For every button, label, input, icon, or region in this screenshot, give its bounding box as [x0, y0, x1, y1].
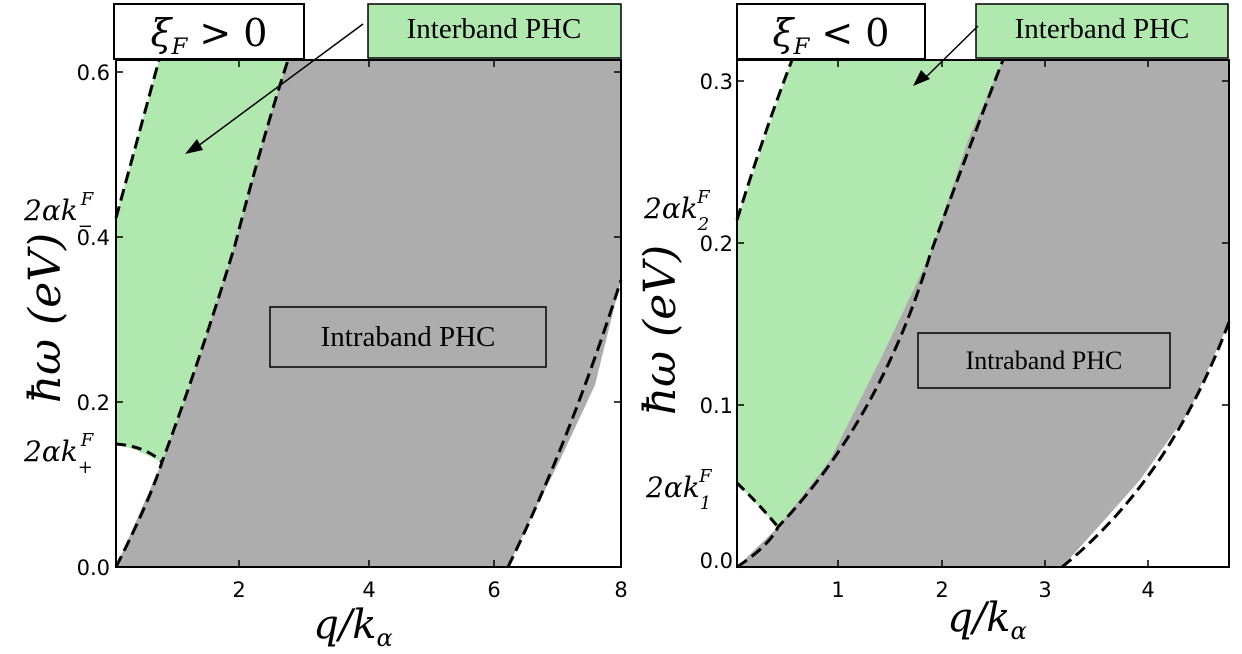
right-interband-region — [737, 60, 1003, 527]
left-boundary-interband-left — [114, 59, 161, 219]
right-arrow-line — [923, 25, 979, 80]
left-ytick-label: 0.4 — [77, 226, 110, 250]
left-xtick-label: 8 — [614, 578, 627, 602]
right-xtick-label: 2 — [935, 578, 948, 602]
left-panel-label-box — [113, 3, 305, 60]
right-panel: 1 2 3 4 0.0 0.1 0.2 0.3 2αk2F 2αk1F ħω (… — [635, 3, 1231, 645]
right-x-ticks — [837, 60, 1149, 567]
right-boundary-intra-upper — [736, 59, 1005, 569]
right-intraband-label-box — [917, 332, 1171, 389]
left-x-ticks — [238, 60, 495, 567]
right-xtick-label: 3 — [1038, 578, 1051, 602]
right-level-k2: 2αk2F — [643, 187, 711, 235]
right-plot-frame — [736, 59, 1230, 568]
left-ytick-label: 0.0 — [77, 556, 110, 580]
left-arrow-line — [197, 23, 364, 147]
right-ytick-label: 0.2 — [700, 232, 733, 256]
right-ytick-label: 0.1 — [700, 394, 733, 418]
right-y-axis-label: ħω (eV) — [635, 245, 686, 415]
right-interband-label-box — [975, 3, 1229, 59]
right-y-ticks — [737, 80, 1229, 568]
right-xtick-label: 1 — [831, 578, 844, 602]
right-ytick-label: 0.0 — [700, 549, 733, 573]
right-panel-label: ξF < 0 — [773, 11, 890, 60]
right-boundary-intra-lower — [1061, 321, 1231, 569]
left-boundary-intra-lower — [506, 279, 623, 568]
left-level-k-plus: 2αk+F — [23, 430, 95, 478]
left-ytick-label: 0.6 — [77, 61, 110, 85]
left-xtick-label: 6 — [487, 578, 500, 602]
left-y-ticks — [116, 71, 621, 568]
right-ytick-label: 0.3 — [700, 70, 733, 94]
right-x-axis-label: q/kα — [947, 595, 1027, 645]
left-x-axis-label: q/kα — [313, 602, 393, 652]
right-panel-label-box — [736, 3, 926, 60]
left-boundary-intra-upper — [114, 59, 290, 568]
right-interband-label: Interband PHC — [1015, 13, 1190, 45]
left-panel-label: ξF > 0 — [151, 11, 268, 60]
left-xtick-label: 2 — [232, 578, 245, 602]
right-intraband-label: Intraband PHC — [966, 346, 1123, 375]
left-intraband-label-box — [269, 306, 547, 368]
left-boundary-lower-arc — [115, 442, 164, 464]
left-interband-label-box — [367, 3, 622, 59]
right-boundary-interband-left — [735, 59, 794, 221]
right-xtick-label: 4 — [1141, 578, 1154, 602]
left-ytick-label: 0.2 — [77, 391, 110, 415]
left-y-axis-label: ħω (eV) — [20, 233, 71, 403]
left-interband-region — [116, 60, 288, 462]
right-level-k1: 2αk1F — [645, 466, 713, 514]
left-xtick-label: 4 — [362, 578, 375, 602]
left-panel: 2 4 6 8 0.0 0.2 0.4 0.6 2αk−F 2αk+F ħω (… — [20, 3, 628, 652]
left-level-k-minus: 2αk−F — [23, 189, 95, 237]
left-interband-label: Interband PHC — [407, 13, 582, 45]
right-arrow-head — [913, 70, 930, 86]
right-intraband-region — [737, 60, 1229, 567]
left-arrow-head — [185, 139, 203, 154]
right-boundary-lower-arc — [735, 481, 780, 528]
left-intraband-label: Intraband PHC — [321, 321, 496, 353]
